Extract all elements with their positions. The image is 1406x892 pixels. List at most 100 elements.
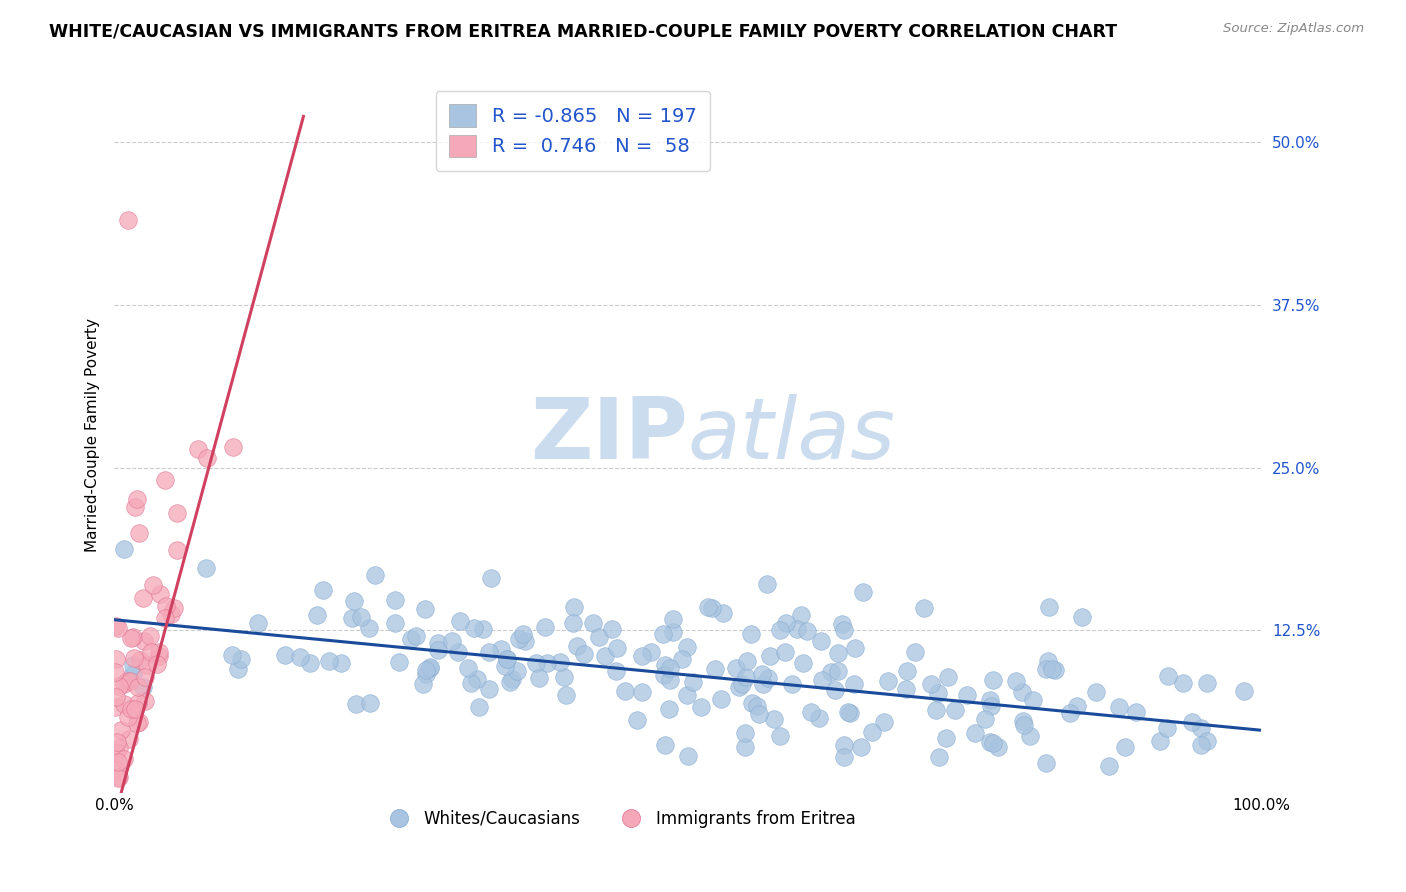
Point <box>1181 715 1204 730</box>
Point <box>938 670 960 684</box>
Point <box>682 675 704 690</box>
Point <box>142 577 165 591</box>
Point <box>312 582 335 597</box>
Point <box>384 615 406 630</box>
Point <box>163 601 186 615</box>
Point <box>108 679 131 693</box>
Point <box>1040 661 1063 675</box>
Point <box>104 762 127 776</box>
Point <box>927 685 949 699</box>
Point <box>112 752 135 766</box>
Point <box>810 634 832 648</box>
Point <box>115 673 138 688</box>
Point <box>658 660 681 674</box>
Point <box>104 651 127 665</box>
Point <box>658 702 681 716</box>
Point <box>117 213 139 227</box>
Point <box>626 713 648 727</box>
Point <box>318 654 340 668</box>
Point <box>494 658 516 673</box>
Point <box>153 611 176 625</box>
Point <box>128 525 150 540</box>
Point <box>710 692 733 706</box>
Point <box>630 648 652 663</box>
Point <box>536 656 558 670</box>
Point <box>842 677 865 691</box>
Point <box>979 692 1001 706</box>
Point <box>1011 684 1033 698</box>
Point <box>877 673 900 688</box>
Point <box>832 738 855 752</box>
Point <box>734 739 756 754</box>
Point <box>479 571 502 585</box>
Point <box>384 593 406 607</box>
Point <box>1157 668 1180 682</box>
Point <box>904 645 927 659</box>
Point <box>508 632 530 646</box>
Point <box>1195 676 1218 690</box>
Point <box>786 622 808 636</box>
Point <box>305 607 328 622</box>
Point <box>896 664 918 678</box>
Point <box>496 652 519 666</box>
Point <box>1066 698 1088 713</box>
Point <box>364 567 387 582</box>
Point <box>104 665 127 679</box>
Point <box>288 649 311 664</box>
Point <box>852 585 875 599</box>
Point <box>588 631 610 645</box>
Point <box>415 663 437 677</box>
Point <box>564 600 586 615</box>
Point <box>662 611 685 625</box>
Point <box>134 694 156 708</box>
Point <box>146 657 169 671</box>
Point <box>120 702 142 716</box>
Point <box>651 627 673 641</box>
Point <box>1035 662 1057 676</box>
Point <box>730 677 752 691</box>
Point <box>187 442 209 456</box>
Point <box>122 651 145 665</box>
Point <box>195 451 218 466</box>
Point <box>602 623 624 637</box>
Point <box>741 696 763 710</box>
Point <box>195 561 218 575</box>
Point <box>1189 721 1212 735</box>
Point <box>1019 729 1042 743</box>
Point <box>460 675 482 690</box>
Point <box>661 625 683 640</box>
Point <box>1012 714 1035 729</box>
Point <box>912 601 935 615</box>
Point <box>132 681 155 695</box>
Point <box>160 607 183 621</box>
Point <box>166 542 188 557</box>
Point <box>139 630 162 644</box>
Point <box>122 630 145 644</box>
Point <box>149 587 172 601</box>
Point <box>752 677 775 691</box>
Point <box>506 664 529 678</box>
Point <box>524 657 547 671</box>
Point <box>631 685 654 699</box>
Point <box>652 667 675 681</box>
Point <box>1012 718 1035 732</box>
Point <box>811 673 834 688</box>
Point <box>1189 738 1212 752</box>
Point <box>529 671 551 685</box>
Point <box>654 658 676 673</box>
Point <box>728 680 751 694</box>
Point <box>896 682 918 697</box>
Point <box>104 699 127 714</box>
Point <box>128 715 150 730</box>
Point <box>839 706 862 720</box>
Point <box>860 724 883 739</box>
Point <box>1038 600 1060 615</box>
Point <box>412 677 434 691</box>
Point <box>104 746 127 760</box>
Point <box>671 652 693 666</box>
Point <box>935 731 957 745</box>
Point <box>1233 683 1256 698</box>
Point <box>495 652 517 666</box>
Point <box>465 672 488 686</box>
Point <box>340 611 363 625</box>
